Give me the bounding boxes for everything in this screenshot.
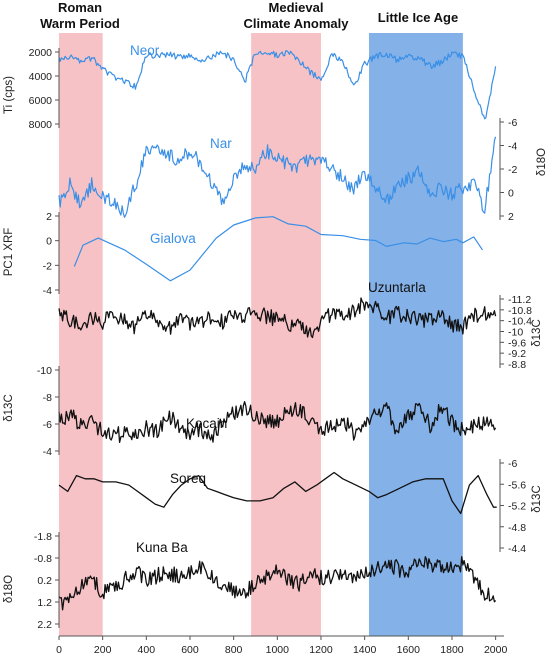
series-line-kuna-ba (58, 556, 497, 611)
x-tick-label: 600 (181, 644, 199, 656)
period-title-roman-warm-period-line-1: Roman (58, 0, 102, 15)
y-axis-title-uzuntarla: δ13C (531, 319, 543, 347)
x-tick-label: 200 (94, 644, 112, 656)
y-tick-label-kuna-ba: -1.8 (34, 531, 52, 543)
series-label-nar: Nar (210, 136, 232, 151)
y-tick-label-nar: -2 (508, 164, 517, 176)
y-tick-label-neor: 8000 (29, 119, 53, 131)
y-axis-title-neor: Ti (cps) (3, 76, 15, 114)
y-tick-label-nar: 2 (508, 211, 514, 223)
x-tick-label: 800 (225, 644, 243, 656)
y-tick-label-soreq: -5.2 (508, 501, 526, 513)
y-tick-label-uzuntarla: -10 (508, 327, 523, 339)
x-tick-label: 2000 (484, 644, 508, 656)
y-tick-label-kuna-ba: 2.2 (37, 619, 52, 631)
period-title-medieval-climate-anomaly-line-2: Climate Anomaly (244, 16, 350, 31)
y-tick-label-uzuntarla: -9.2 (508, 348, 526, 360)
y-tick-label-soreq: -5.6 (508, 479, 526, 491)
series-layer: Neor Nar Gialova Uzuntarla Kocain Soreq Kuna B… (58, 43, 497, 611)
y-tick-label-kuna-ba: -0.8 (34, 553, 52, 565)
series-label-gialova: Gialova (150, 231, 196, 246)
period-band-medieval-climate-anomaly (251, 33, 321, 636)
x-tick-label: 1600 (397, 644, 421, 656)
period-bands (59, 33, 463, 636)
y-tick-label-uzuntarla: -8.8 (508, 359, 526, 371)
y-tick-label-neor: 6000 (29, 95, 53, 107)
y-tick-label-kuna-ba: 0.2 (37, 575, 52, 587)
y-tick-label-gialova: 2 (46, 211, 52, 223)
series-line-soreq (58, 471, 497, 515)
y-tick-label-kocain: -10 (37, 365, 52, 377)
period-title-roman-warm-period-line-2: Warm Period (40, 16, 120, 31)
y-axis-title-soreq: δ13C (531, 485, 543, 513)
period-title-little-ice-age-line-1: Little Ice Age (378, 10, 458, 25)
y-tick-label-nar: -4 (508, 141, 517, 153)
y-tick-label-uzuntarla: -9.6 (508, 337, 526, 349)
x-tick-label: 1000 (266, 644, 290, 656)
period-band-little-ice-age (369, 33, 463, 636)
y-axis-title-nar: δ18O (536, 148, 548, 176)
y-tick-label-nar: -6 (508, 117, 517, 129)
y-tick-label-gialova: -4 (43, 285, 52, 297)
y-tick-label-kocain: -6 (43, 419, 52, 431)
series-line-gialova (73, 216, 483, 282)
y-tick-label-uzuntarla: -10.4 (508, 316, 532, 328)
y-tick-label-kuna-ba: 1.2 (37, 597, 52, 609)
series-label-neor: Neor (130, 43, 160, 58)
y-tick-label-soreq: -4.8 (508, 522, 526, 534)
y-tick-label-uzuntarla: -11.2 (508, 294, 531, 306)
x-tick-label: 0 (56, 644, 62, 656)
x-tick-label: 1200 (309, 644, 333, 656)
series-line-neor (58, 50, 497, 120)
series-line-nar (58, 136, 497, 218)
x-tick-label: 1800 (440, 644, 464, 656)
y-tick-label-kocain: -8 (43, 392, 52, 404)
y-axis-title-gialova: PC1 XRF (3, 228, 15, 277)
x-tick-label: 400 (138, 644, 156, 656)
series-line-uzuntarla (58, 297, 497, 339)
period-title-medieval-climate-anomaly-line-1: Medieval (269, 0, 324, 15)
y-tick-label-neor: 4000 (29, 71, 53, 83)
y-axis-title-kuna-ba: δ18O (3, 575, 15, 603)
series-line-kocain (58, 401, 497, 443)
series-label-kocain: Kocain (186, 416, 227, 431)
y-tick-label-soreq: -4.4 (508, 543, 526, 555)
x-tick-label: 1400 (353, 644, 377, 656)
y-tick-label-nar: 0 (508, 188, 514, 200)
series-label-uzuntarla: Uzuntarla (368, 280, 426, 295)
period-band-roman-warm-period (59, 33, 103, 636)
series-label-soreq: Soreq (170, 471, 206, 486)
series-label-kuna-ba: Kuna Ba (136, 540, 188, 555)
y-tick-label-soreq: -6 (508, 458, 517, 470)
y-tick-label-uzuntarla: -10.8 (508, 305, 532, 317)
y-axis-title-kocain: δ13C (3, 394, 15, 422)
y-tick-label-neor: 2000 (29, 47, 53, 59)
y-tick-label-gialova: -2 (43, 260, 52, 272)
y-tick-label-gialova: 0 (46, 236, 52, 248)
y-tick-label-kocain: -4 (43, 446, 52, 458)
